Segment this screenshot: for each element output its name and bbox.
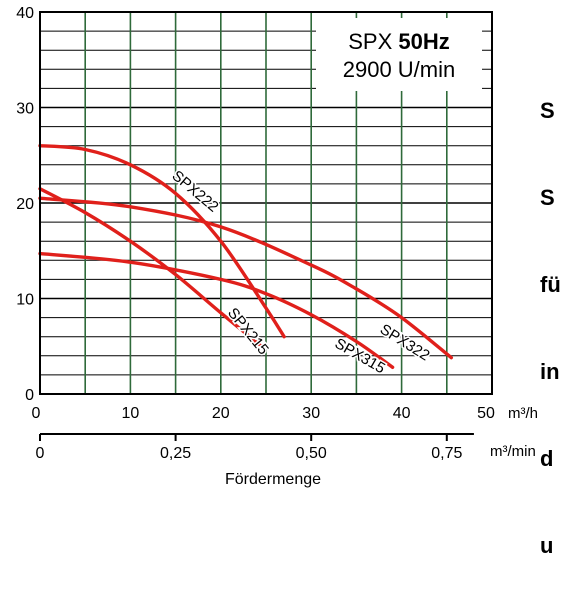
- chart-title: SPX 50Hz: [348, 29, 450, 54]
- chart-curves: [38, 144, 453, 369]
- plot-frame: [39, 11, 493, 395]
- x2-axis-unit: m³/min: [490, 443, 536, 460]
- side-text-line: d: [540, 446, 554, 471]
- curve-spx322: [38, 196, 453, 360]
- x-tick-label: 0: [32, 405, 41, 422]
- side-text-line: S: [540, 185, 555, 210]
- curve-spx215: [38, 187, 264, 348]
- side-text-line: fü: [540, 272, 561, 297]
- y-tick-label: 0: [25, 387, 34, 404]
- x-axis-unit: m³/h: [508, 405, 538, 422]
- x2-tick-label: 0,50: [296, 445, 327, 462]
- side-text-line: u: [540, 533, 554, 558]
- x-tick-label: 20: [212, 405, 230, 422]
- x-tick-label: 30: [302, 405, 320, 422]
- x2-tick-label: 0,25: [160, 445, 191, 462]
- curve-label-spx215: SPX215: [224, 305, 272, 358]
- curve-label-spx222: SPX222: [169, 167, 222, 215]
- y-tick-label: 10: [16, 292, 34, 309]
- x2-tick-label: 0,75: [431, 445, 462, 462]
- side-text-line: in: [540, 359, 560, 384]
- curve-spx315: [38, 251, 395, 369]
- chart-title-box: SPX 50Hz 2900 U/min: [316, 18, 482, 91]
- x-axis-label: Fördermenge: [225, 471, 321, 488]
- y-tick-label: 40: [16, 5, 34, 22]
- curve-spx222: [38, 144, 286, 339]
- side-text-line: S: [540, 98, 555, 123]
- x-tick-label: 50: [477, 405, 495, 422]
- x2-tick-label: 0: [36, 445, 45, 462]
- y-tick-label: 30: [16, 101, 34, 118]
- x-tick-label: 10: [122, 405, 140, 422]
- chart-grid: [40, 12, 492, 394]
- chart-title-prefix: SPX: [348, 29, 392, 54]
- chart-axes: 0 10 20 30 40 0 10 20 30 40 50 0 0,25 0,50 0,75: [16, 5, 495, 462]
- curve-label-spx322: SPX322: [377, 321, 433, 365]
- x-tick-label: 40: [393, 405, 411, 422]
- chart-title-bold: 50Hz: [398, 29, 449, 54]
- chart-subtitle: 2900 U/min: [343, 57, 456, 82]
- side-text: S S fü in d u: [540, 38, 561, 589]
- y-tick-label: 20: [16, 196, 34, 213]
